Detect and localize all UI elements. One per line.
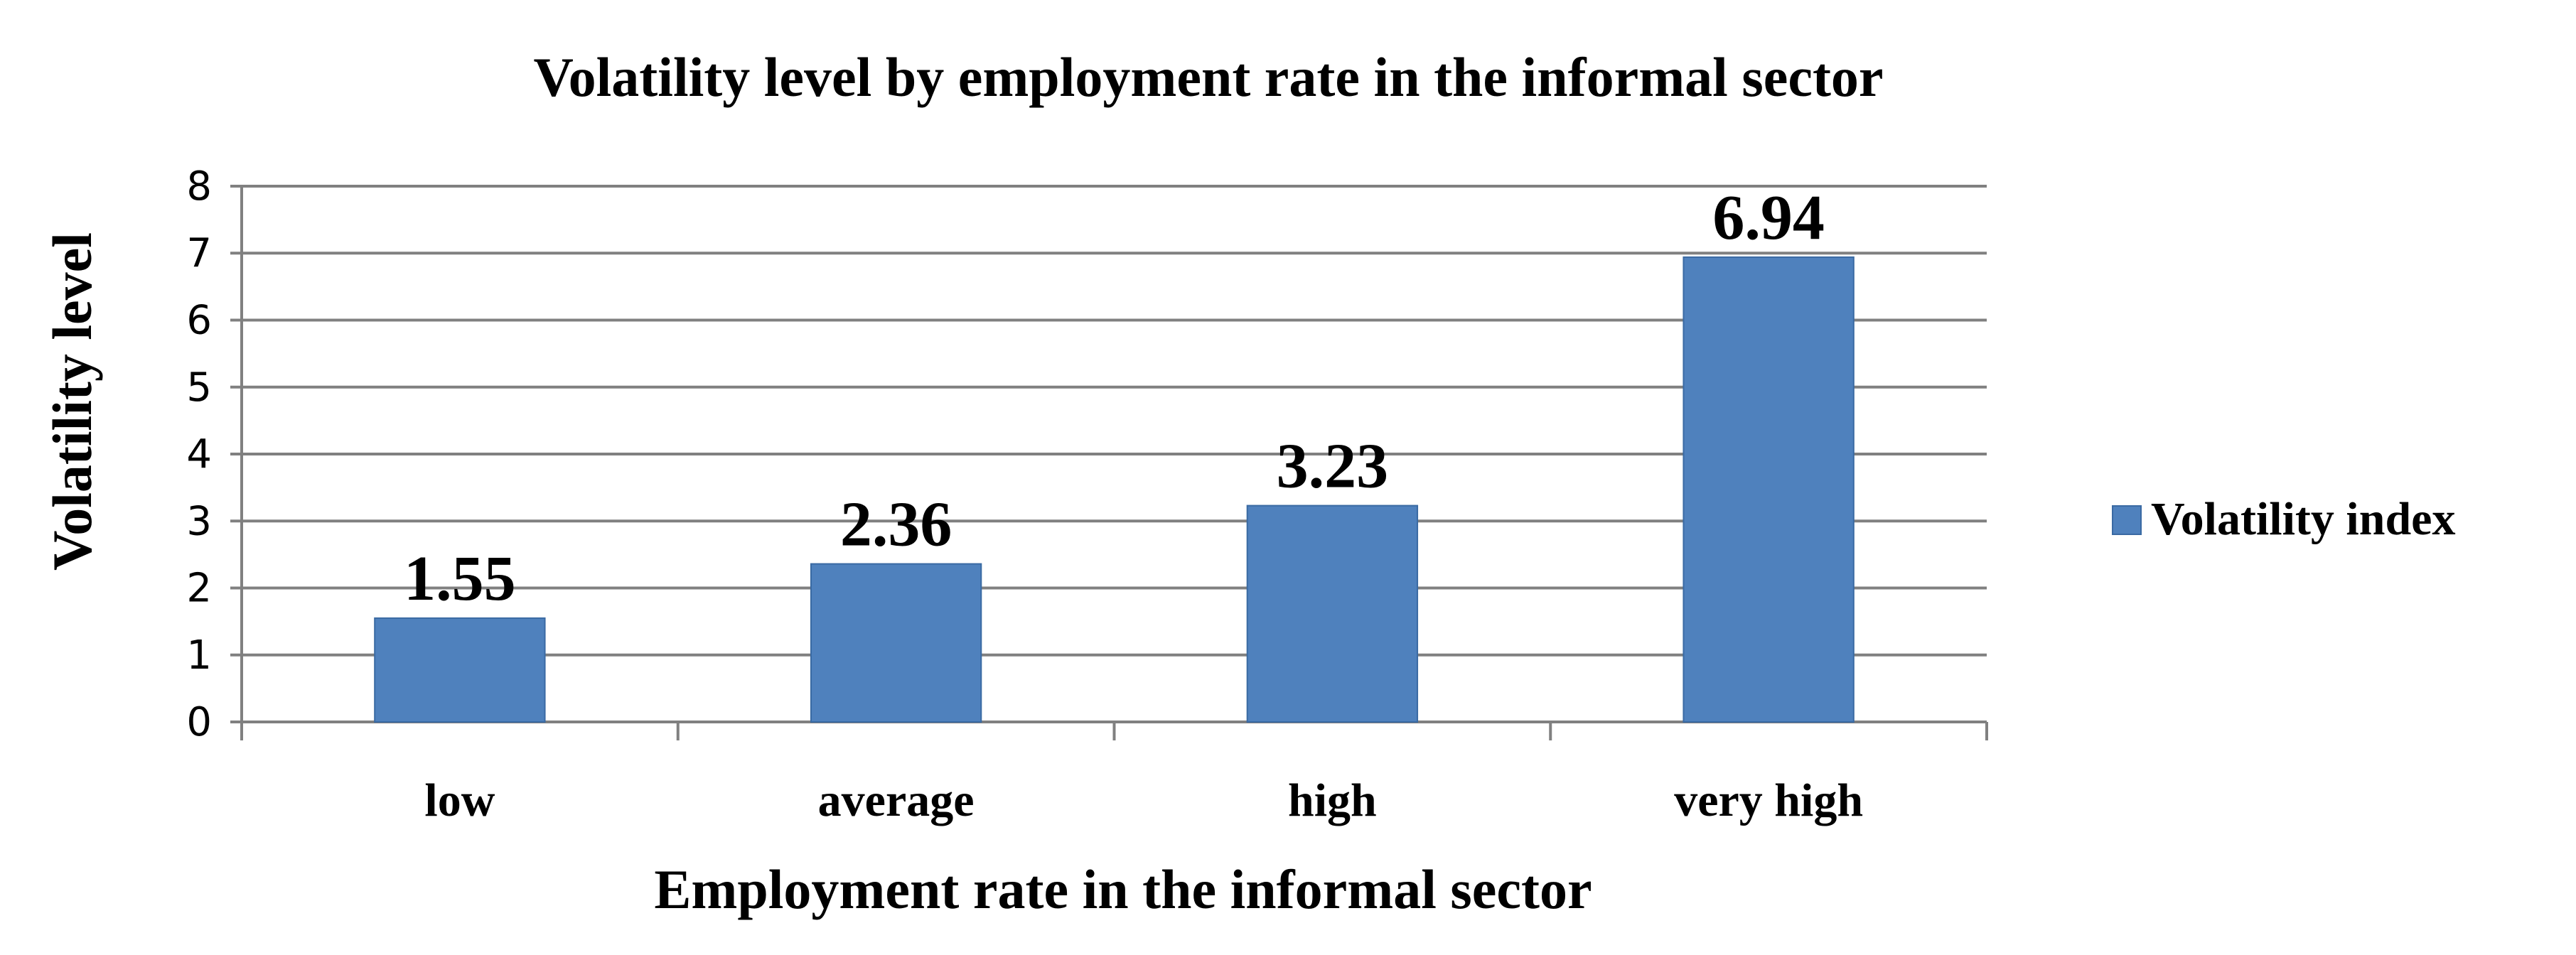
- y-tick-label: 3: [186, 498, 212, 544]
- y-tick-label: 2: [186, 566, 212, 612]
- y-tick-label: 7: [186, 230, 212, 276]
- bar: [1246, 505, 1419, 723]
- bars: [374, 256, 1855, 723]
- y-tick-label: 4: [186, 431, 212, 478]
- y-tick-label: 8: [186, 163, 212, 210]
- data-label: 2.36: [840, 490, 952, 560]
- x-axis-label: Employment rate in the informal sector: [654, 858, 1592, 920]
- y-tick-label: 1: [186, 632, 212, 679]
- legend-label: Volatility index: [2151, 493, 2455, 545]
- legend-swatch: [2112, 505, 2142, 535]
- bar: [374, 617, 546, 723]
- x-tick-label: average: [818, 775, 975, 826]
- bar: [810, 563, 982, 723]
- chart-title: Volatility level by employment rate in t…: [533, 46, 1883, 108]
- x-tick-labels: low average high very high: [424, 775, 1863, 826]
- data-label: 1.55: [404, 544, 516, 614]
- y-tick-labels: 0 1 2 3 4 5 6 7 8: [186, 163, 212, 745]
- data-labels: 1.55 2.36 3.23 6.94: [404, 183, 1825, 614]
- data-label: 6.94: [1712, 183, 1825, 253]
- x-tick-label: low: [424, 775, 495, 826]
- legend: Volatility index: [2112, 493, 2455, 545]
- y-tick-label: 0: [186, 699, 212, 745]
- y-tick-label: 5: [186, 365, 212, 411]
- y-axis-label: Volatility level: [41, 232, 103, 571]
- gridlines: [242, 185, 1987, 657]
- x-tick-label: high: [1288, 775, 1377, 826]
- y-tick-label: 6: [186, 298, 212, 344]
- x-tick-label: very high: [1674, 775, 1863, 826]
- data-label: 3.23: [1277, 431, 1389, 502]
- bar: [1683, 256, 1855, 723]
